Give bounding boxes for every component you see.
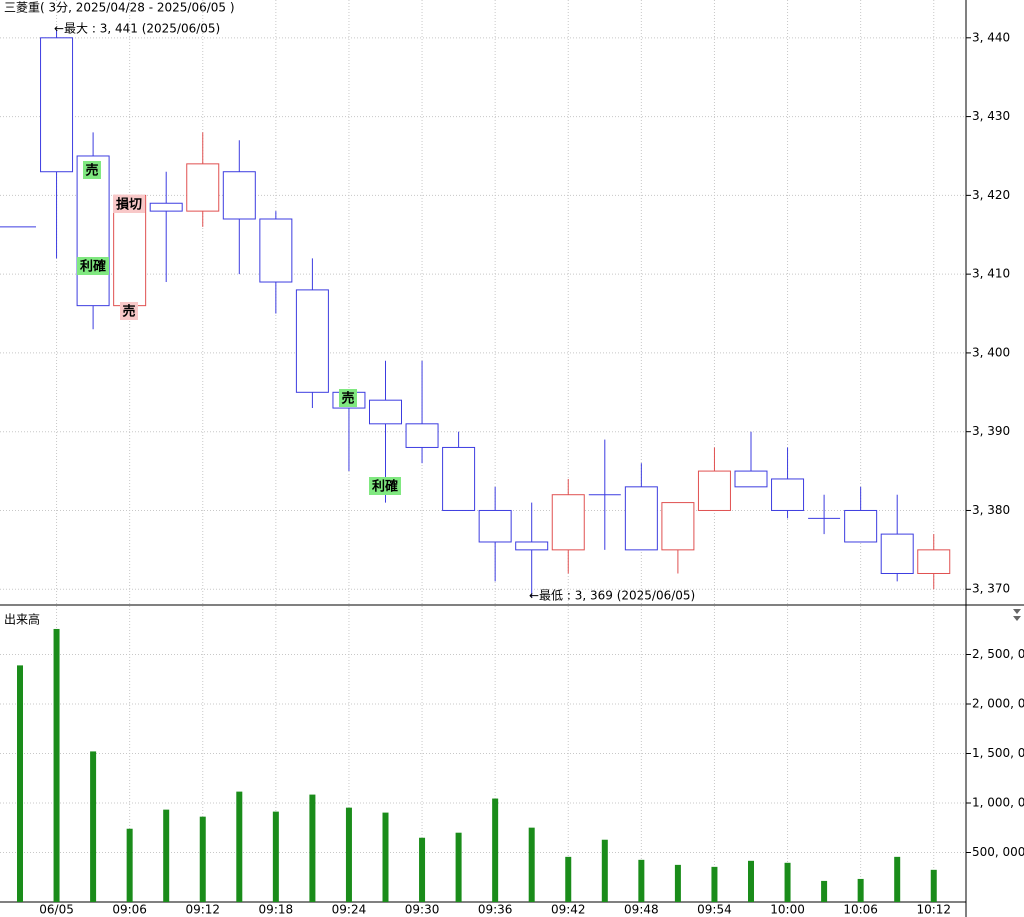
y-tick-label: 500, 000, (972, 845, 1024, 859)
x-tick-label: 10:00 (770, 903, 805, 917)
y-tick-label: 3, 370 (972, 582, 1010, 596)
volume-bar (163, 809, 170, 902)
volume-bar (309, 794, 316, 902)
volume-bar (455, 832, 462, 902)
signal-badge (120, 302, 138, 320)
volume-bar (126, 828, 133, 902)
candle-body (40, 37, 74, 173)
x-tick-label: 10:06 (843, 903, 878, 917)
signal-label: 売 (341, 391, 354, 407)
y-tick-label: 3, 380 (972, 503, 1010, 517)
candle-body (734, 470, 768, 488)
candle-body (515, 541, 549, 551)
candle-body (478, 509, 512, 543)
candle-body (76, 155, 110, 307)
volume-bar (17, 665, 23, 902)
volume-bar (382, 812, 389, 902)
candle-body (661, 502, 695, 551)
candle-body (222, 171, 256, 220)
y-tick-label: 3, 410 (972, 267, 1010, 281)
candle-body (442, 446, 476, 511)
candle-body (697, 470, 731, 511)
signal-badge (77, 257, 109, 275)
x-tick-label: 10:12 (916, 903, 951, 917)
x-tick-label: 09:48 (624, 903, 659, 917)
y-tick-label: 3, 430 (972, 109, 1010, 123)
candle-body (917, 549, 951, 574)
volume-bar (638, 859, 645, 902)
volume-bar (492, 798, 499, 902)
candle-body (880, 533, 914, 574)
y-tick-label: 3, 400 (972, 345, 1010, 359)
x-tick-label: 09:54 (697, 903, 732, 917)
scroll-arrow (1013, 616, 1021, 621)
signal-label: 利確 (80, 259, 106, 275)
signal-badge (339, 389, 357, 407)
signal-badge (369, 477, 401, 495)
volume-bar (821, 880, 828, 902)
x-tick-label: 09:18 (259, 903, 294, 917)
chart-title: 三菱重( 3分, 2025/04/28 - 2025/06/05 ) (4, 1, 235, 15)
volume-bar (345, 807, 352, 902)
candle-body (186, 163, 220, 212)
scroll-arrow (1013, 609, 1021, 614)
volume-bar (674, 864, 681, 902)
signal-badge (113, 195, 145, 213)
signal-label: 利確 (372, 479, 398, 495)
signal-label: 売 (85, 163, 98, 179)
candle-body (624, 486, 658, 551)
volume-bar (528, 827, 535, 902)
volume-bar (236, 791, 243, 902)
volume-bar (272, 811, 279, 902)
volume-bar (784, 862, 791, 902)
signal-label: 損切 (116, 197, 142, 213)
candle-body (405, 423, 439, 448)
volume-bar (419, 837, 426, 902)
signal-badge (83, 161, 101, 179)
signal-label: 売 (122, 304, 135, 320)
y-tick-label: 3, 420 (972, 188, 1010, 202)
volume-bar (199, 816, 206, 902)
x-tick-label: 09:30 (405, 903, 440, 917)
volume-bar (894, 856, 901, 902)
x-tick-label: 09:42 (551, 903, 586, 917)
volume-bar (711, 866, 718, 902)
volume-bar (930, 869, 937, 902)
y-tick-label: 1, 500, 000 (972, 746, 1024, 760)
annotation: ←最低 : 3, 369 (2025/06/05) (529, 589, 695, 603)
volume-bar (53, 628, 60, 902)
candle-body (149, 202, 183, 212)
x-tick-label: 09:36 (478, 903, 513, 917)
volume-bar (748, 860, 754, 902)
y-tick-label: 3, 440 (972, 30, 1010, 44)
volume-bar (90, 751, 97, 902)
candle-body (369, 399, 402, 425)
x-tick-label: 09:12 (185, 903, 220, 917)
annotation: ←最大 : 3, 441 (2025/06/05) (54, 22, 220, 36)
x-tick-label: 06/05 (39, 903, 74, 917)
x-tick-label: 09:24 (332, 903, 367, 917)
volume-bar (601, 839, 608, 902)
candle-body (844, 509, 878, 543)
y-tick-label: 1, 000, 000 (972, 796, 1024, 810)
volume-bar (857, 878, 864, 902)
candle-body (551, 494, 585, 551)
y-tick-label: 2, 500, 000 (972, 647, 1024, 661)
y-tick-label: 3, 390 (972, 424, 1010, 438)
candle-body (259, 218, 293, 283)
candle-body (771, 478, 805, 511)
x-tick-label: 09:06 (112, 903, 147, 917)
candle-body (295, 289, 329, 393)
volume-title: 出来高 (4, 612, 40, 627)
volume-bar (565, 856, 572, 902)
y-tick-label: 2, 000, 000 (972, 697, 1024, 711)
